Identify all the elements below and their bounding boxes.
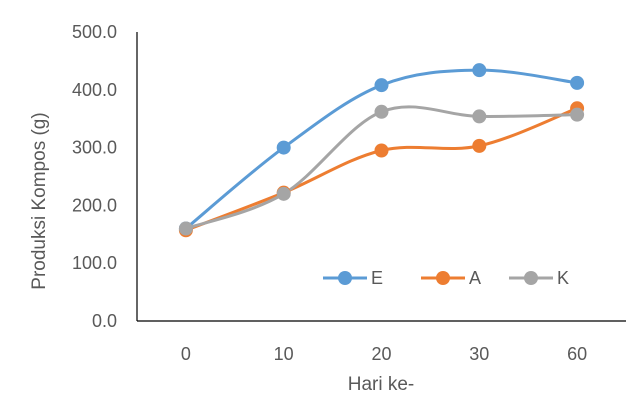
data-point-A bbox=[472, 138, 487, 153]
y-axis-title: Produksi Kompos (g) bbox=[29, 112, 50, 289]
x-tick-labels: 0 10 20 30 60 bbox=[181, 344, 587, 364]
x-axis-title: Hari ke- bbox=[348, 374, 415, 395]
legend-marker-E bbox=[338, 271, 352, 285]
legend-marker-K bbox=[524, 271, 538, 285]
legend-label-K: K bbox=[557, 268, 569, 288]
data-point-K bbox=[178, 221, 193, 236]
x-tick-label: 30 bbox=[469, 344, 489, 364]
y-tick-label: 0.0 bbox=[92, 311, 117, 331]
y-tick-label: 200.0 bbox=[72, 195, 117, 215]
x-tick-label: 10 bbox=[274, 344, 294, 364]
data-point-K bbox=[472, 109, 487, 124]
data-point-K bbox=[570, 107, 585, 122]
y-tick-label: 500.0 bbox=[72, 22, 117, 42]
data-point-A bbox=[374, 143, 389, 158]
y-tick-label: 400.0 bbox=[72, 80, 117, 100]
legend-label-A: A bbox=[469, 268, 481, 288]
legend-marker-A bbox=[436, 271, 450, 285]
x-tick-label: 20 bbox=[371, 344, 391, 364]
data-point-E bbox=[374, 78, 389, 93]
y-tick-labels: 0.0 100.0 200.0 300.0 400.0 500.0 bbox=[72, 22, 117, 331]
y-tick-label: 300.0 bbox=[72, 138, 117, 158]
data-point-E bbox=[472, 63, 487, 78]
data-point-E bbox=[276, 140, 291, 155]
data-point-E bbox=[570, 75, 585, 90]
series-markers bbox=[178, 63, 585, 238]
x-tick-label: 0 bbox=[181, 344, 191, 364]
legend-label-E: E bbox=[371, 268, 383, 288]
y-tick-label: 100.0 bbox=[72, 253, 117, 273]
x-tick-label: 60 bbox=[567, 344, 587, 364]
data-point-K bbox=[374, 104, 389, 119]
data-point-K bbox=[276, 186, 291, 201]
